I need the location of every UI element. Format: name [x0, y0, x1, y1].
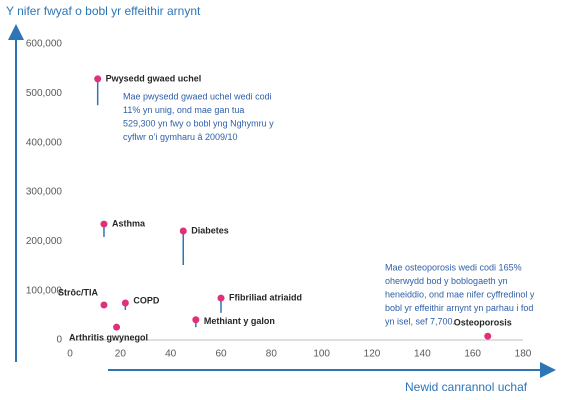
x-tick-label: 140 [414, 349, 431, 360]
y-tick-label: 100,000 [26, 285, 63, 296]
point [121, 299, 129, 307]
annotation: Mae osteoporosis wedi codi 165% [385, 262, 522, 272]
point [217, 294, 225, 302]
annotation: oherwydd bod y boblogaeth yn [385, 276, 508, 286]
x-tick-label: 120 [364, 349, 381, 360]
annotation: 529,300 yn fwy o bobl yng Nghymru y [123, 118, 274, 128]
x-tick-label: 0 [67, 349, 73, 360]
point [192, 316, 200, 324]
point [94, 75, 102, 83]
x-tick-label: 80 [266, 349, 278, 360]
y-tick-label: 600,000 [26, 39, 63, 50]
y-tick-label: 500,000 [26, 88, 63, 99]
point-label: Osteoporosis [454, 318, 512, 328]
x-tick-label: 20 [115, 349, 127, 360]
annotation: bobl yr effeithir arnynt yn parhau i fod [385, 303, 533, 313]
point-label: COPD [133, 295, 160, 305]
x-axis-title: Newid canrannol uchaf [405, 380, 528, 394]
point [484, 332, 492, 340]
point-label: Asthma [112, 218, 146, 228]
x-tick-label: 180 [515, 349, 532, 360]
point-label: Pwysedd gwaed uchel [106, 73, 202, 83]
annotation: yn isel, sef 7,700. [385, 316, 455, 326]
point [100, 220, 108, 228]
point [113, 323, 121, 331]
y-tick-label: 0 [56, 335, 62, 346]
y-tick-label: 300,000 [26, 187, 63, 198]
point [179, 227, 187, 235]
point [100, 301, 108, 309]
x-tick-label: 60 [215, 349, 227, 360]
point-label: Ffibriliad atriaidd [229, 292, 302, 302]
y-tick-label: 200,000 [26, 236, 63, 247]
y-tick-label: 400,000 [26, 137, 63, 148]
x-tick-label: 100 [313, 349, 330, 360]
point-label: Arthritis gwynegol [69, 333, 148, 343]
annotation: cyflwr o’i gymharu â 2009/10 [123, 132, 238, 142]
annotation: Mae pwysedd gwaed uchel wedi codi [123, 91, 272, 101]
point-label: Strôc/TIA [58, 287, 99, 297]
point-label: Diabetes [191, 225, 229, 235]
x-tick-label: 40 [165, 349, 177, 360]
annotation: 11% yn unig, ond mae gan tua [123, 105, 244, 115]
x-tick-label: 160 [464, 349, 481, 360]
point-label: Methiant y galon [204, 316, 275, 326]
y-axis-title: Y nifer fwyaf o bobl yr effeithir arnynt [6, 4, 201, 18]
annotation: heneiddio, ond mae nifer cyffredinol y [385, 289, 535, 299]
